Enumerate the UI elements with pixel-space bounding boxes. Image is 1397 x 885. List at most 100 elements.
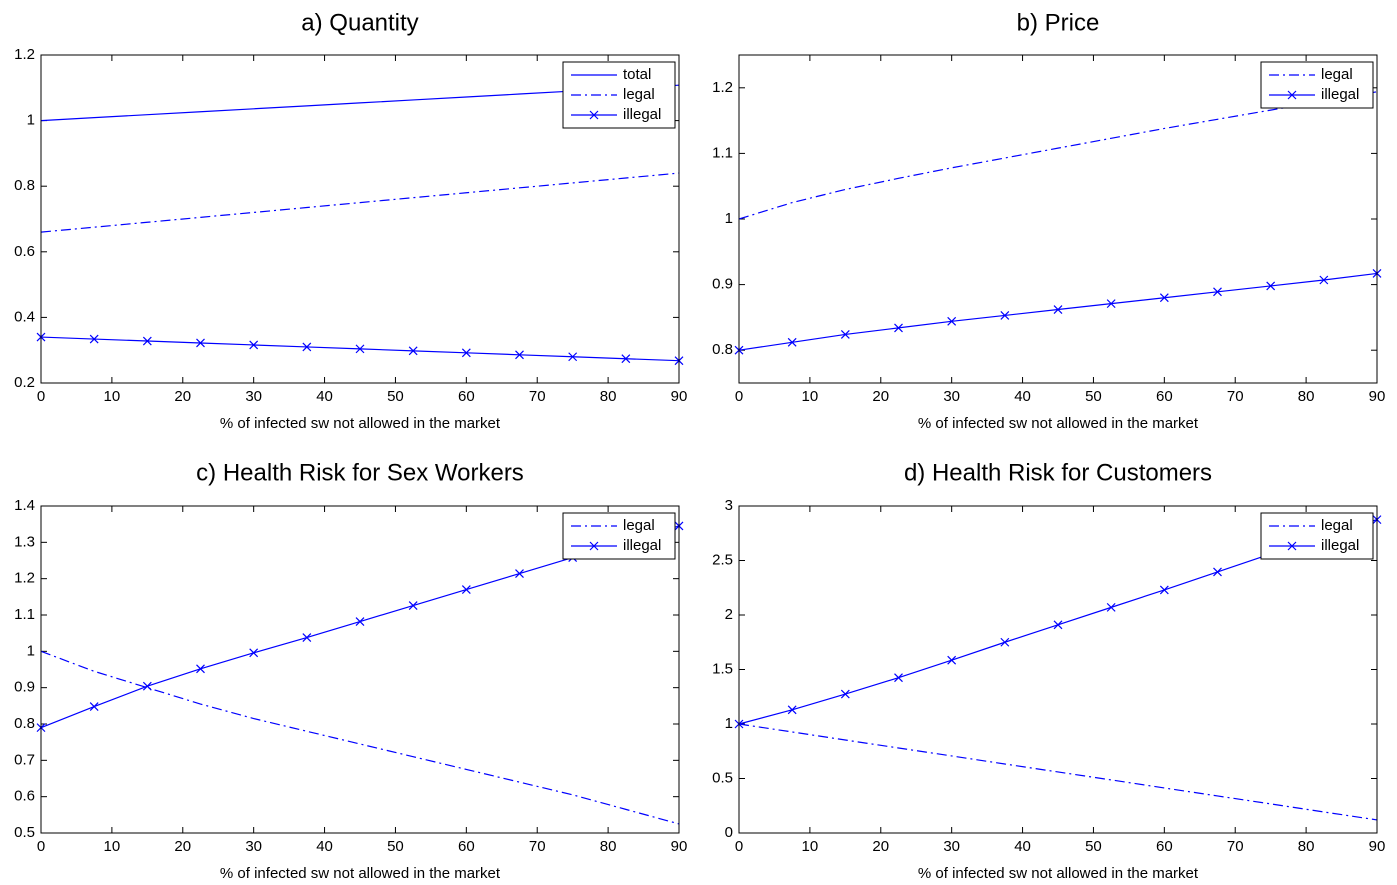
x-tick-label: 50 <box>1085 388 1102 405</box>
x-tick-label: 40 <box>1014 388 1031 405</box>
x-tick-label: 80 <box>600 838 617 855</box>
legend-marker <box>1287 541 1297 551</box>
y-tick-label: 1 <box>27 112 35 129</box>
x-tick-label: 80 <box>1298 838 1315 855</box>
series-line <box>40 172 680 233</box>
panel-title: a) Quantity <box>301 9 418 36</box>
x-tick-label: 90 <box>671 388 688 405</box>
x-tick-label: 10 <box>802 388 819 405</box>
y-tick-label: 1.3 <box>14 533 35 550</box>
legend-label: legal <box>1321 66 1353 83</box>
marker <box>89 702 99 711</box>
marker <box>1106 299 1116 309</box>
marker <box>1159 293 1169 303</box>
series-line <box>40 650 680 825</box>
x-tick-label: 20 <box>174 388 191 405</box>
x-tick-label: 70 <box>529 838 546 855</box>
x-tick-label: 0 <box>37 388 45 405</box>
x-tick-label: 90 <box>1369 388 1386 405</box>
marker <box>947 655 957 665</box>
y-tick-label: 0 <box>725 824 733 841</box>
marker <box>1213 287 1222 297</box>
x-tick-label: 60 <box>458 388 475 405</box>
y-tick-label: 0.7 <box>14 751 35 768</box>
x-tick-label: 60 <box>458 838 475 855</box>
marker <box>515 569 524 579</box>
x-axis-label: % of infected sw not allowed in the mark… <box>918 415 1199 432</box>
marker <box>355 617 365 626</box>
marker <box>1319 275 1329 285</box>
x-tick-label: 30 <box>943 838 960 855</box>
y-tick-label: 0.8 <box>14 715 35 732</box>
x-tick-label: 80 <box>1298 388 1315 405</box>
marker <box>840 689 850 699</box>
legend-label: total <box>623 66 651 83</box>
marker <box>89 334 99 344</box>
marker <box>249 340 259 350</box>
marker <box>1213 567 1222 577</box>
marker <box>302 633 312 642</box>
marker <box>196 338 205 348</box>
y-tick-label: 0.9 <box>712 276 733 293</box>
legend-label: legal <box>623 86 655 103</box>
axes-frame <box>738 505 1378 834</box>
x-tick-label: 10 <box>802 838 819 855</box>
y-tick-label: 1.4 <box>14 497 35 514</box>
y-tick-label: 1.2 <box>14 570 35 587</box>
x-tick-label: 20 <box>872 388 889 405</box>
marker <box>249 648 259 658</box>
x-axis-label: % of infected sw not allowed in the mark… <box>220 415 501 432</box>
legend-marker <box>589 541 599 551</box>
x-tick-label: 40 <box>316 838 333 855</box>
x-tick-label: 0 <box>735 838 743 855</box>
legend-label: legal <box>1321 517 1353 534</box>
x-tick-label: 50 <box>387 388 404 405</box>
marker <box>894 323 903 333</box>
marker <box>1053 305 1063 314</box>
x-tick-label: 0 <box>37 838 45 855</box>
x-tick-label: 70 <box>529 388 546 405</box>
x-tick-label: 20 <box>872 838 889 855</box>
x-tick-label: 70 <box>1227 388 1244 405</box>
marker <box>1000 311 1010 320</box>
series-line <box>738 723 1378 821</box>
marker <box>840 330 850 339</box>
x-axis-label: % of infected sw not allowed in the mark… <box>918 865 1199 882</box>
y-tick-label: 0.5 <box>14 824 35 841</box>
marker <box>142 336 152 346</box>
y-tick-label: 0.8 <box>712 341 733 358</box>
panel-title: d) Health Risk for Customers <box>904 459 1212 486</box>
y-tick-label: 0.5 <box>712 769 733 786</box>
legend-marker <box>589 110 599 120</box>
marker <box>461 348 471 358</box>
legend-label: illegal <box>1321 537 1359 554</box>
legend-label: illegal <box>623 106 661 123</box>
marker <box>461 585 471 594</box>
x-tick-label: 0 <box>735 388 743 405</box>
marker <box>1053 620 1063 630</box>
x-tick-label: 60 <box>1156 838 1173 855</box>
y-tick-label: 1.1 <box>712 144 733 161</box>
legend-box <box>562 512 676 560</box>
panel-title: c) Health Risk for Sex Workers <box>196 459 524 486</box>
legend-label: legal <box>623 517 655 534</box>
marker <box>515 350 524 360</box>
marker <box>787 705 797 715</box>
axes-frame <box>738 54 1378 384</box>
marker <box>355 344 365 354</box>
y-tick-label: 0.9 <box>14 679 35 696</box>
axes-frame <box>40 505 680 834</box>
y-tick-label: 0.4 <box>14 308 35 325</box>
axes-frame <box>40 54 680 384</box>
y-tick-label: 3 <box>725 497 733 514</box>
x-tick-label: 30 <box>245 388 262 405</box>
legend-marker <box>1287 90 1297 100</box>
y-tick-label: 1.1 <box>14 606 35 623</box>
y-tick-label: 0.8 <box>14 177 35 194</box>
y-tick-label: 2 <box>725 606 733 623</box>
y-tick-label: 1.2 <box>712 79 733 96</box>
series-line <box>738 91 1378 220</box>
legend-box <box>562 61 676 129</box>
